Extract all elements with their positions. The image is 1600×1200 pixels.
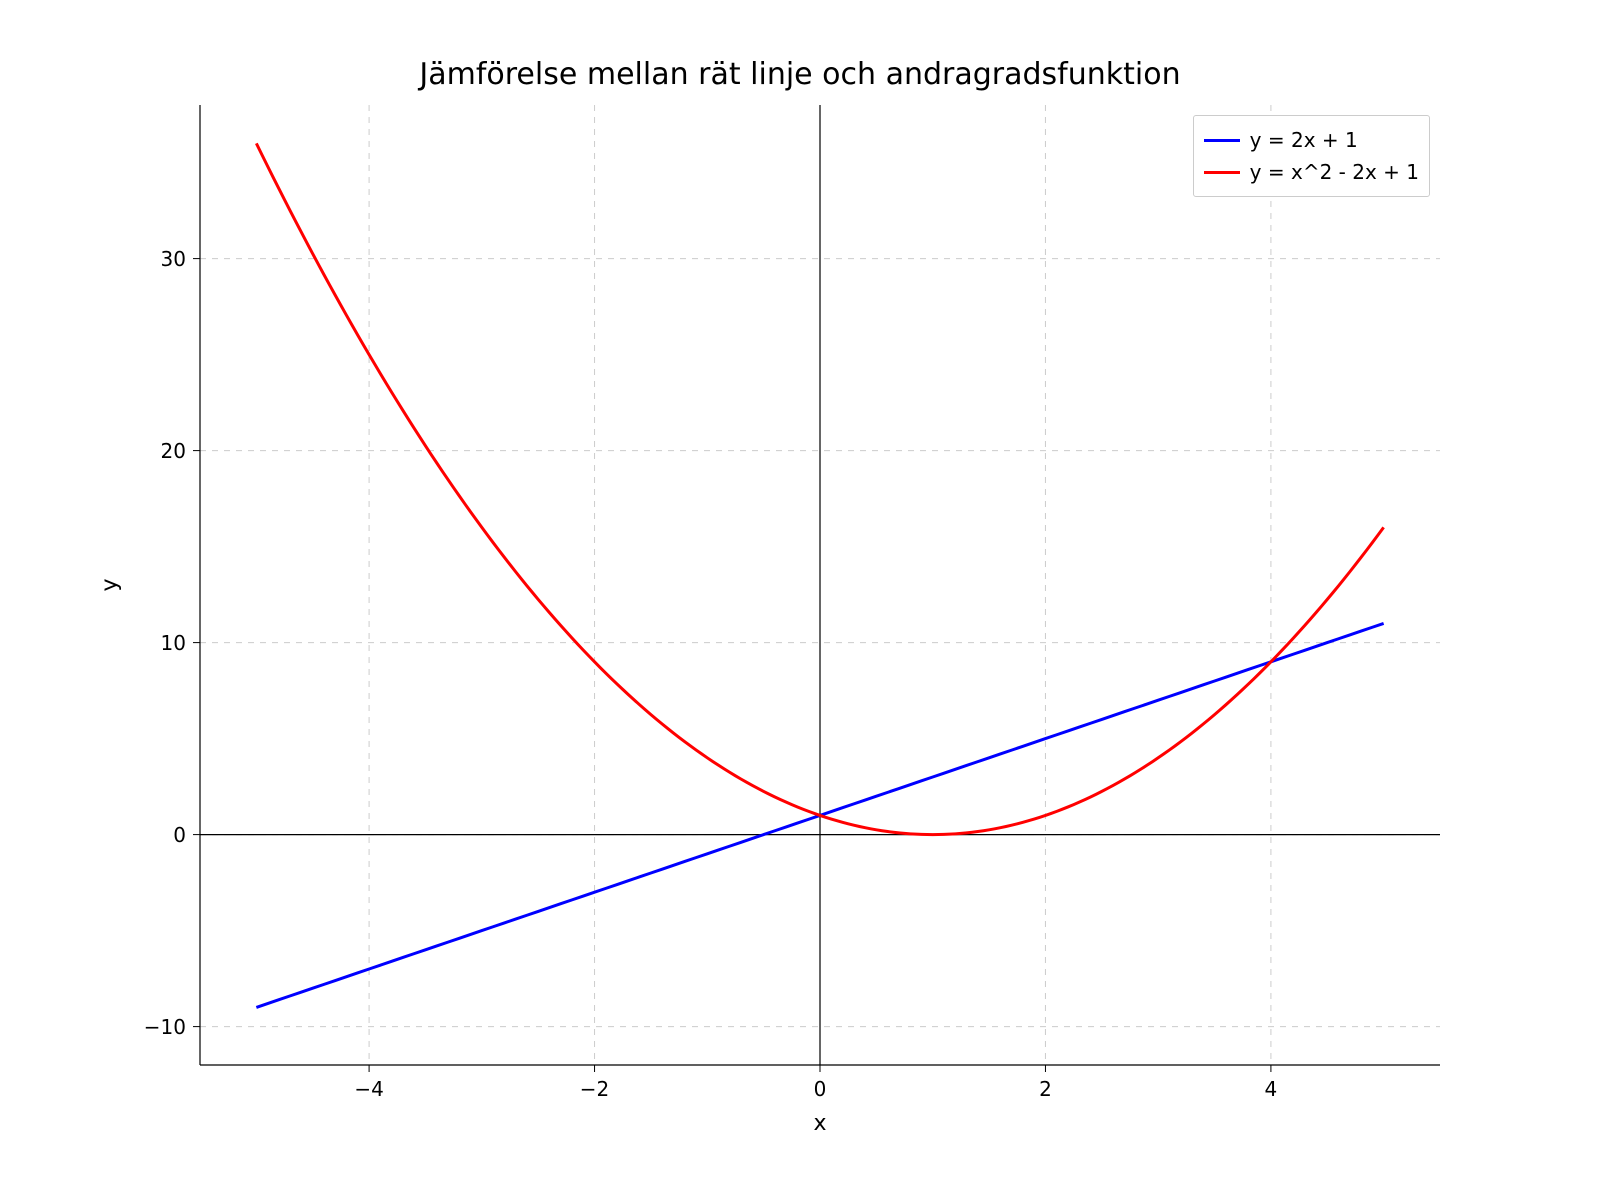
xtick-label: −4 (354, 1077, 383, 1101)
xtick-label: 0 (814, 1077, 827, 1101)
xtick-label: 4 (1265, 1077, 1278, 1101)
ytick-label: 10 (161, 631, 186, 655)
x-axis-label: x (813, 1111, 826, 1136)
chart-figure: Jämförelse mellan rät linje och andragra… (0, 0, 1600, 1200)
legend-swatch (1204, 171, 1240, 174)
ytick-label: 20 (161, 439, 186, 463)
legend-label: y = 2x + 1 (1250, 124, 1358, 156)
y-axis-label: y (98, 578, 123, 591)
chart-axes (200, 105, 1440, 1065)
xtick-label: −2 (580, 1077, 609, 1101)
legend-item: y = 2x + 1 (1204, 124, 1419, 156)
chart-title: Jämförelse mellan rät linje och andragra… (0, 57, 1600, 92)
plot-svg (200, 105, 1440, 1065)
legend-item: y = x^2 - 2x + 1 (1204, 156, 1419, 188)
legend-label: y = x^2 - 2x + 1 (1250, 156, 1419, 188)
legend: y = 2x + 1y = x^2 - 2x + 1 (1193, 115, 1430, 197)
ytick-label: 0 (173, 823, 186, 847)
ytick-label: −10 (144, 1015, 186, 1039)
legend-swatch (1204, 139, 1240, 142)
xtick-label: 2 (1039, 1077, 1052, 1101)
ytick-label: 30 (161, 247, 186, 271)
